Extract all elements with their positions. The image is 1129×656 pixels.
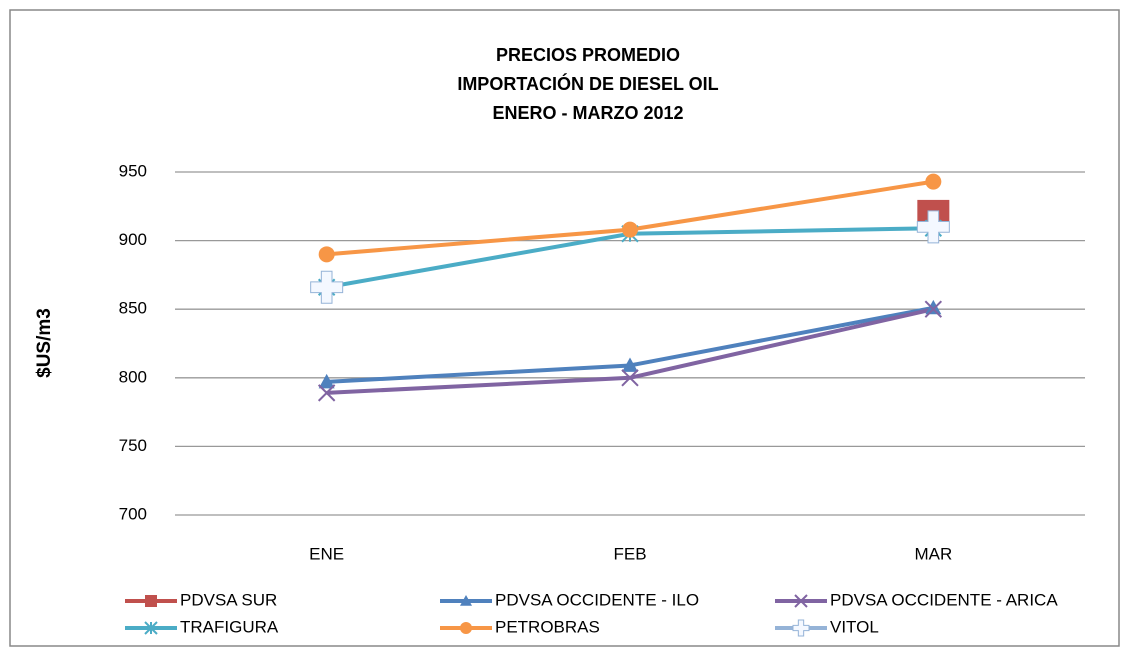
legend-label: PDVSA OCCIDENTE - ILO: [495, 590, 699, 609]
marker: [925, 299, 942, 315]
marker: [622, 357, 638, 372]
y-tick-label: 750: [119, 436, 147, 455]
marker: [924, 300, 943, 318]
legend-marker: [144, 621, 158, 635]
chart-title: ENERO - MARZO 2012: [492, 103, 683, 123]
legend-label: PDVSA SUR: [180, 590, 277, 609]
x-tick-label: ENE: [309, 544, 344, 563]
y-tick-label: 850: [119, 299, 147, 318]
y-tick-label: 800: [119, 367, 147, 386]
legend-label: VITOL: [830, 617, 879, 636]
legend-marker: [792, 619, 810, 637]
legend-marker: [794, 594, 808, 608]
marker: [317, 384, 336, 402]
legend-label: PDVSA OCCIDENTE - ARICA: [830, 590, 1058, 609]
x-tick-label: FEB: [613, 544, 646, 563]
marker: [621, 369, 639, 387]
legend-marker: [460, 622, 472, 634]
chart-title: IMPORTACIÓN DE DIESEL OIL: [457, 73, 718, 94]
marker: [318, 246, 335, 263]
y-tick-label: 900: [119, 230, 147, 249]
y-tick-label: 950: [119, 161, 147, 180]
legend-marker: [460, 595, 472, 606]
marker: [622, 221, 638, 238]
legend-marker: [145, 595, 157, 607]
marker: [916, 210, 950, 244]
marker: [318, 373, 335, 389]
chart-title: PRECIOS PROMEDIO: [496, 45, 680, 65]
legend-label: PETROBRAS: [495, 617, 600, 636]
marker: [310, 270, 344, 304]
chart-border: [9, 9, 1120, 647]
y-axis-label: $US/m3: [34, 308, 55, 378]
marker: [925, 173, 942, 190]
x-tick-label: MAR: [914, 544, 952, 563]
y-tick-label: 700: [119, 504, 147, 523]
legend-label: TRAFIGURA: [180, 617, 279, 636]
